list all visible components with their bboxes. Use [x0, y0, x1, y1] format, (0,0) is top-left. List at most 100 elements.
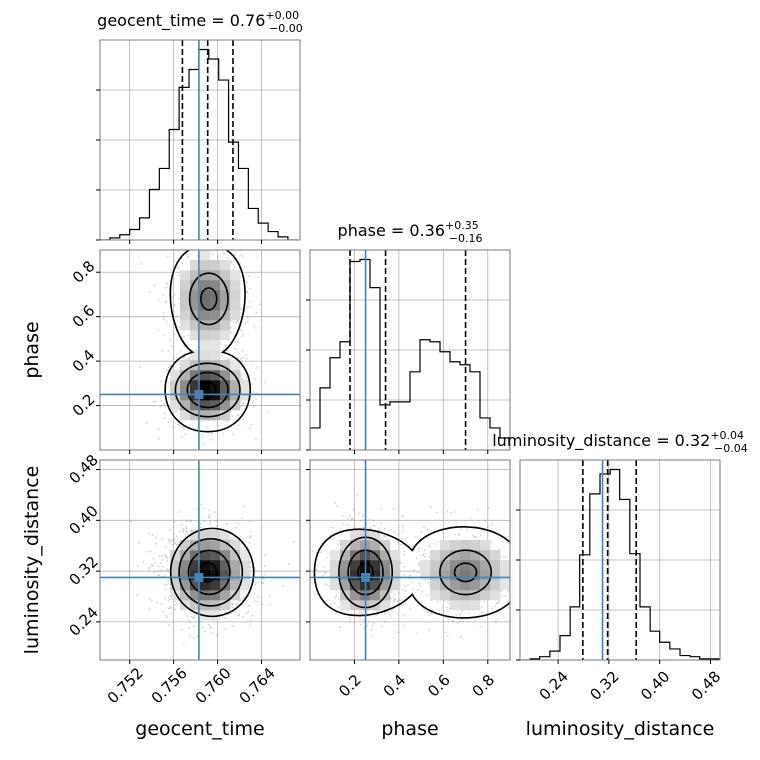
- sample-point: [230, 261, 233, 264]
- sample-point: [405, 590, 407, 592]
- density-cell: [220, 360, 231, 371]
- density-cell: [230, 580, 241, 591]
- sample-point: [186, 520, 189, 523]
- density-cell: [240, 560, 251, 571]
- sample-point: [417, 588, 419, 591]
- x-tick-label-phase: 0.2: [335, 671, 365, 701]
- sample-point: [148, 566, 151, 569]
- sample-point: [221, 232, 223, 234]
- density-cell: [220, 550, 231, 561]
- sample-point: [219, 343, 222, 346]
- sample-point: [256, 256, 259, 259]
- sample-point: [200, 215, 202, 217]
- sample-point: [457, 622, 459, 624]
- sample-point: [252, 399, 255, 402]
- sample-point: [237, 600, 240, 602]
- density-cell: [220, 410, 231, 421]
- sample-point: [515, 570, 517, 572]
- density-cell: [190, 290, 201, 301]
- sample-point: [384, 535, 386, 538]
- sample-point: [380, 538, 382, 540]
- sample-point: [416, 557, 418, 560]
- sample-point: [382, 536, 385, 539]
- density-cell: [200, 340, 211, 351]
- sample-point: [158, 555, 161, 557]
- sample-point: [315, 568, 318, 571]
- sample-point: [362, 513, 365, 516]
- sample-point: [150, 600, 153, 602]
- sample-point: [383, 534, 386, 536]
- sample-point: [336, 504, 338, 507]
- sample-point: [423, 556, 426, 558]
- sample-point: [450, 512, 452, 514]
- sample-point: [421, 590, 424, 593]
- sample-point: [420, 601, 423, 604]
- sample-point: [223, 253, 226, 256]
- sample-point: [287, 563, 290, 566]
- sample-point: [176, 266, 179, 269]
- density-cell: [470, 540, 481, 551]
- sample-point: [168, 540, 170, 543]
- density-cell: [350, 530, 361, 541]
- sample-point: [171, 539, 174, 542]
- density-cell: [440, 570, 451, 581]
- density-cell: [210, 570, 221, 581]
- sample-point: [241, 308, 244, 311]
- sample-point: [153, 571, 155, 574]
- sample-point: [326, 583, 328, 586]
- sample-point: [397, 592, 400, 594]
- sample-point: [247, 610, 250, 613]
- sample-point: [187, 619, 189, 621]
- sample-point: [176, 267, 179, 269]
- density-cell: [480, 580, 491, 591]
- density-cell: [340, 560, 351, 571]
- sample-point: [174, 608, 176, 611]
- sample-point: [161, 349, 164, 352]
- sample-point: [417, 562, 420, 565]
- sample-point: [189, 615, 192, 618]
- sample-point: [148, 568, 150, 571]
- sample-point: [396, 533, 399, 536]
- density-cell: [180, 280, 191, 291]
- sample-point: [202, 626, 205, 629]
- sample-point: [514, 557, 516, 559]
- sample-point: [358, 611, 361, 614]
- sample-point: [158, 574, 161, 577]
- sample-point: [311, 550, 314, 552]
- scatter-panel-phase-luminosity_distance: [306, 459, 518, 664]
- sample-point: [153, 284, 156, 287]
- sample-point: [516, 542, 518, 544]
- density-cell: [480, 560, 491, 571]
- sample-point: [323, 572, 326, 575]
- density-cell: [440, 550, 451, 561]
- density-cell: [200, 320, 211, 331]
- sample-point: [269, 603, 272, 606]
- sample-point: [226, 257, 229, 259]
- sample-point: [209, 523, 212, 526]
- contour-line: [313, 526, 510, 619]
- sample-point: [334, 602, 336, 605]
- density-cell: [470, 600, 481, 611]
- sample-point: [224, 345, 227, 348]
- sample-point: [342, 522, 345, 525]
- hist-panel-phase: phase = 0.36+0.35 −0.16: [306, 219, 511, 454]
- sample-point: [373, 519, 375, 522]
- sample-point: [222, 348, 225, 351]
- sample-point: [361, 612, 364, 615]
- density-cell: [190, 370, 201, 381]
- sample-point: [502, 555, 505, 558]
- sample-point: [349, 616, 351, 619]
- sample-point: [443, 600, 446, 602]
- sample-point: [165, 286, 168, 289]
- sample-point: [240, 599, 242, 602]
- sample-point: [473, 535, 476, 538]
- sample-point: [181, 628, 183, 631]
- density-cell: [180, 400, 191, 411]
- sample-point: [242, 591, 245, 593]
- x-tick-label-phase: 0.6: [424, 671, 454, 701]
- contour-line: [186, 371, 229, 409]
- sample-point: [162, 294, 165, 296]
- x-tick-label-geocent_time: 0.756: [148, 664, 191, 707]
- sample-point: [158, 298, 161, 301]
